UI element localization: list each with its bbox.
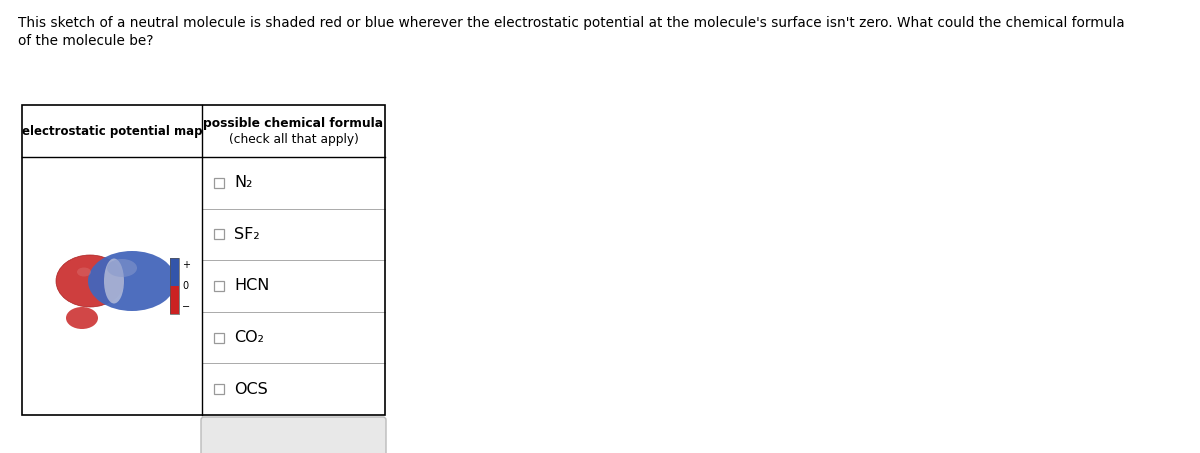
Bar [170,286,179,314]
Text: ↺: ↺ [319,429,332,447]
FancyBboxPatch shape [202,417,386,453]
Text: HCN: HCN [234,279,269,294]
Ellipse shape [56,255,124,307]
Text: SF₂: SF₂ [234,227,259,242]
Ellipse shape [77,268,91,276]
Text: −: − [182,302,190,312]
Ellipse shape [104,259,124,304]
Text: possible chemical formula: possible chemical formula [204,117,384,130]
Text: This sketch of a neutral molecule is shaded red or blue wherever the electrostat: This sketch of a neutral molecule is sha… [18,16,1124,30]
Text: OCS: OCS [234,382,268,397]
Text: electrostatic potential map: electrostatic potential map [22,125,203,138]
Text: ×: × [247,429,262,447]
Text: 0: 0 [182,281,188,291]
Ellipse shape [107,259,137,277]
Ellipse shape [88,251,176,311]
Text: CO₂: CO₂ [234,330,264,345]
Text: (check all that apply): (check all that apply) [228,134,359,146]
Ellipse shape [66,307,98,329]
Text: N₂: N₂ [234,175,252,190]
Bar [170,258,179,286]
Text: +: + [182,260,190,270]
Text: of the molecule be?: of the molecule be? [18,34,154,48]
